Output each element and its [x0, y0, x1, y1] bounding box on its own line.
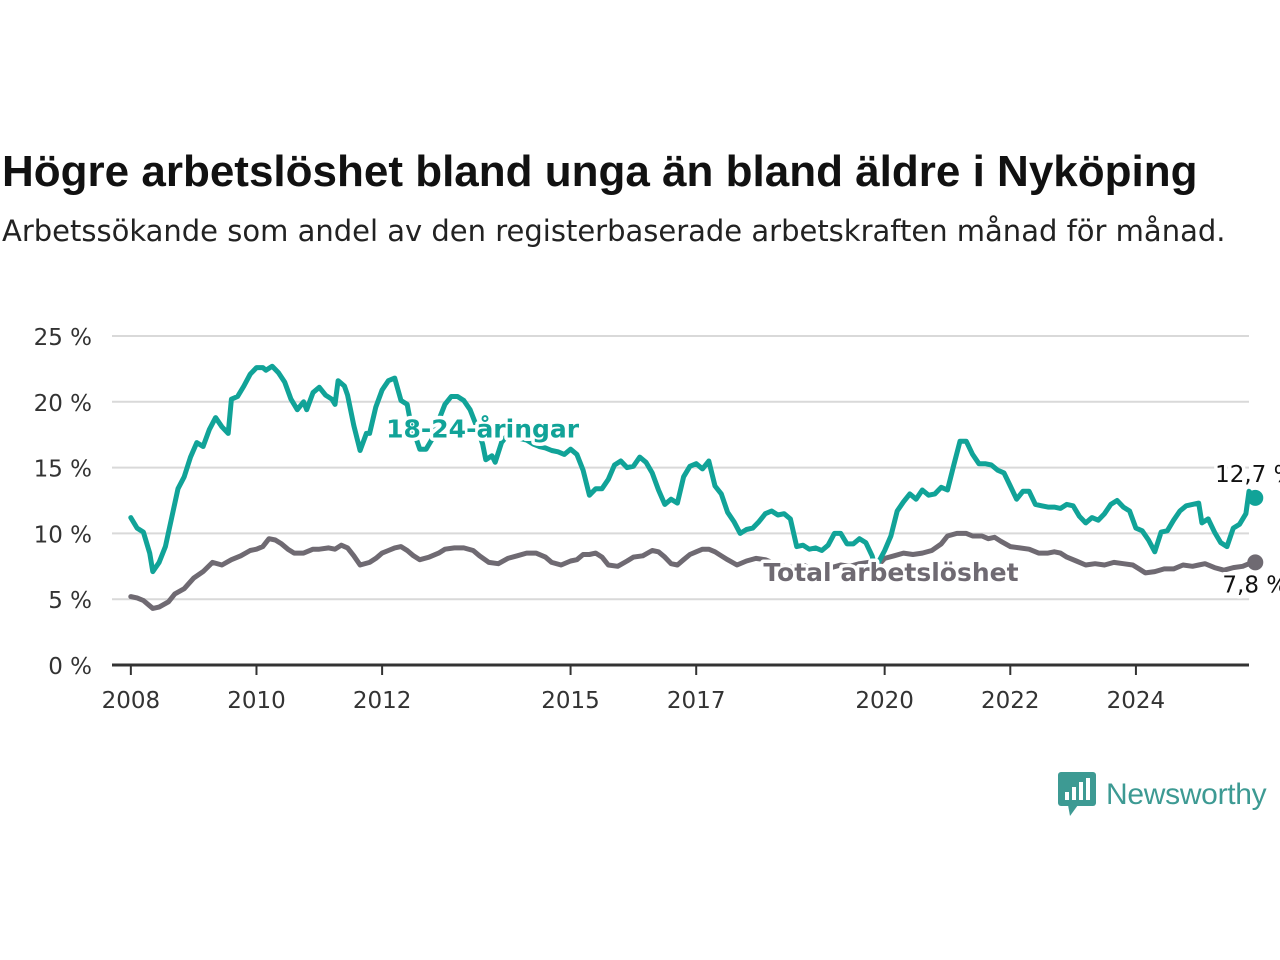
- x-tick-label: 2012: [353, 688, 412, 714]
- brand-logo: Newsworthy: [1058, 772, 1267, 818]
- y-axis-ticks: 0 % 5 % 10 % 15 % 20 % 25 %: [34, 325, 92, 680]
- series-label-youth: 18-24-åringar: [386, 414, 580, 443]
- series-line-total: [128, 530, 1258, 611]
- y-tick-label: 25 %: [34, 325, 92, 351]
- x-tick-label: 2010: [227, 688, 286, 714]
- series-line-youth: [128, 363, 1258, 575]
- end-label-youth: 12,7 %: [1215, 462, 1280, 488]
- x-tick-label: 2008: [102, 688, 161, 714]
- series-labels: 18-24-åringar Total arbetslöshet 12,7 % 7,8…: [383, 411, 1280, 602]
- y-tick-label: 0 %: [48, 654, 92, 680]
- x-tick-label: 2022: [981, 688, 1040, 714]
- x-axis-ticks: 2008 2010 2012 2015 2017 2020 2022 2024: [102, 665, 1166, 714]
- x-tick-label: 2017: [667, 688, 726, 714]
- end-point-youth: [1247, 489, 1264, 506]
- end-point-total: [1247, 554, 1264, 571]
- chart-title: Högre arbetslöshet bland unga än bland ä…: [2, 147, 1198, 196]
- end-label-total: 7,8 %: [1222, 572, 1280, 598]
- brand-name: Newsworthy: [1106, 778, 1267, 811]
- x-tick-label: 2020: [855, 688, 914, 714]
- series-lines: [128, 363, 1264, 611]
- bar-chart-speech-bubble-icon: [1058, 772, 1096, 816]
- x-tick-label: 2024: [1107, 688, 1166, 714]
- y-tick-label: 15 %: [34, 457, 92, 483]
- line-chart: 0 %5 %10 %15 %20 %25 % 2008 2010 2012 2015 2…: [34, 325, 1280, 714]
- chart-subtitle: Arbetssökande som andel av den registerb…: [2, 214, 1226, 248]
- y-tick-label: 5 %: [48, 588, 92, 614]
- y-tick-label: 20 %: [34, 391, 92, 417]
- x-tick-label: 2015: [541, 688, 600, 714]
- y-tick-label: 10 %: [34, 522, 92, 548]
- series-label-total: Total arbetslöshet: [763, 558, 1018, 587]
